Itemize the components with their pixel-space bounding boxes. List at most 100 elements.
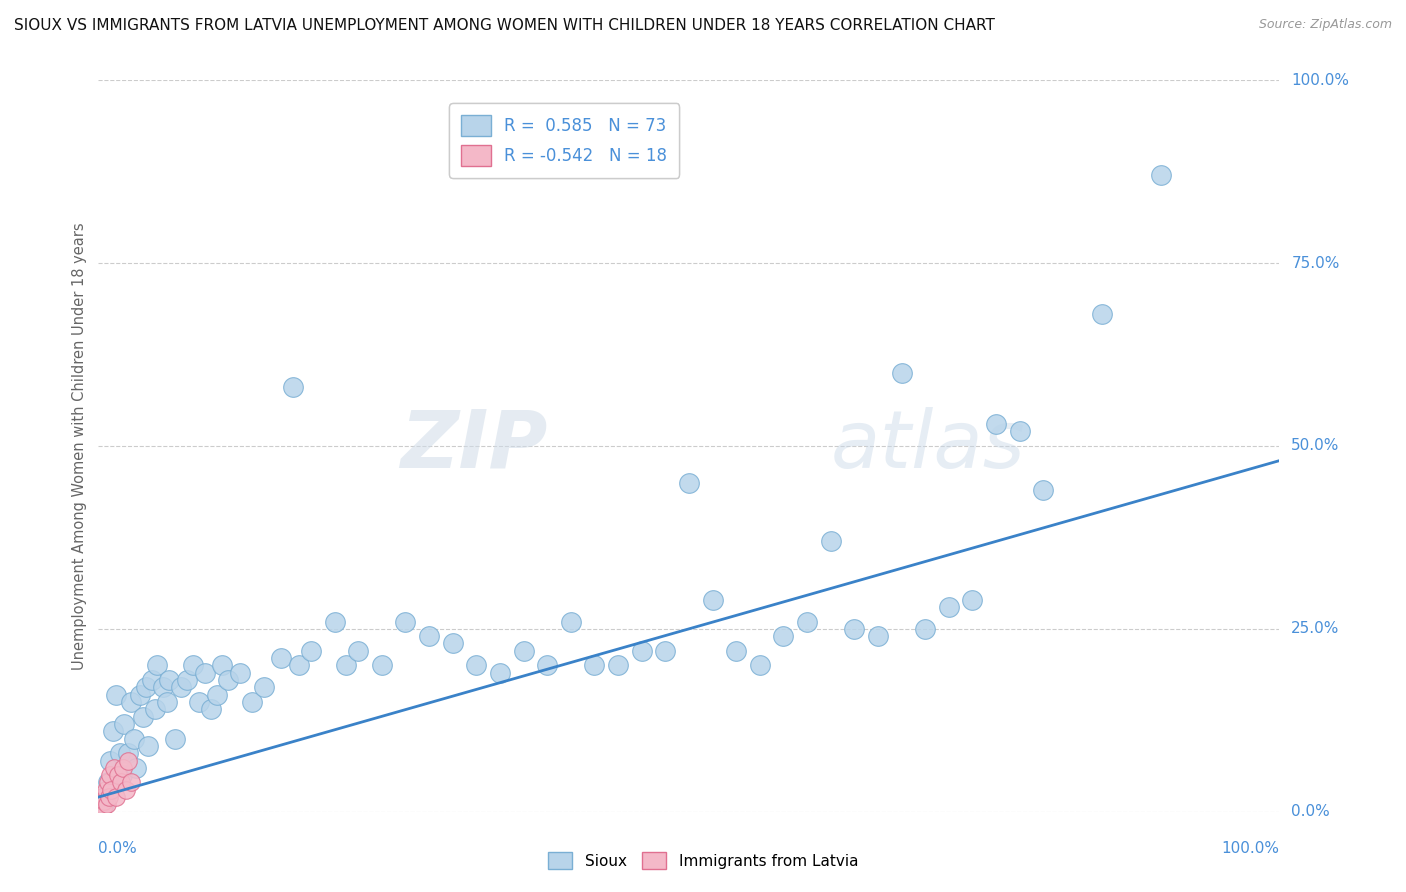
Text: 0.0%: 0.0% [98,841,138,856]
Point [97,775,120,789]
Text: ZIP: ZIP [399,407,547,485]
Text: 100.0%: 100.0% [1291,73,1350,87]
Point [253,681,276,695]
Point [112,717,135,731]
Point [1091,307,1114,321]
Legend: R =  0.585   N = 73, R = -0.542   N = 18: R = 0.585 N = 73, R = -0.542 N = 18 [450,103,679,178]
Point [560,615,582,629]
Point [101,724,124,739]
Point [820,534,842,549]
Point [299,644,322,658]
Point [96,797,118,812]
Point [94,782,117,797]
Point [90,797,112,812]
Text: 100.0%: 100.0% [1222,841,1279,856]
Point [112,761,135,775]
Point [194,665,217,680]
Point [110,775,132,789]
Point [938,599,960,614]
Text: atlas: atlas [831,407,1025,485]
Text: 50.0%: 50.0% [1291,439,1340,453]
Point [270,651,292,665]
Point [91,801,114,815]
Point [748,658,770,673]
Point [844,622,866,636]
Text: 25.0%: 25.0% [1291,622,1340,636]
Point [156,695,179,709]
Point [111,768,134,782]
Point [323,615,346,629]
Text: 0.0%: 0.0% [1291,805,1330,819]
Text: 75.0%: 75.0% [1291,256,1340,270]
Point [1032,483,1054,497]
Point [165,731,187,746]
Point [962,592,984,607]
Point [146,658,169,673]
Point [91,790,114,805]
Text: Source: ZipAtlas.com: Source: ZipAtlas.com [1258,18,1392,31]
Text: SIOUX VS IMMIGRANTS FROM LATVIA UNEMPLOYMENT AMONG WOMEN WITH CHILDREN UNDER 18 : SIOUX VS IMMIGRANTS FROM LATVIA UNEMPLOY… [14,18,995,33]
Point [512,644,534,658]
Point [984,417,1007,431]
Point [1008,425,1031,439]
Point [105,688,128,702]
Point [143,702,166,716]
Point [157,673,180,687]
Point [121,695,143,709]
Point [890,366,912,380]
Point [583,658,606,673]
Point [103,761,125,775]
Point [654,644,676,658]
Point [335,658,357,673]
Point [141,673,163,687]
Point [122,731,145,746]
Point [607,658,630,673]
Point [394,615,416,629]
Point [125,761,148,775]
Point [283,380,305,394]
Point [98,768,121,782]
Point [117,746,139,760]
Point [98,754,121,768]
Point [725,644,748,658]
Point [132,709,155,723]
Point [288,658,311,673]
Point [211,658,233,673]
Point [678,475,700,490]
Point [107,768,129,782]
Point [152,681,174,695]
Point [181,658,204,673]
Point [98,790,121,805]
Point [418,629,440,643]
Point [772,629,794,643]
Point [105,790,128,805]
Point [114,782,136,797]
Point [135,681,157,695]
Point [136,739,159,753]
Point [536,658,558,673]
Point [465,658,488,673]
Point [489,665,512,680]
Point [97,775,120,789]
Point [200,702,222,716]
Point [347,644,370,658]
Point [217,673,239,687]
Point [914,622,936,636]
Point [170,681,193,695]
Y-axis label: Unemployment Among Women with Children Under 18 years: Unemployment Among Women with Children U… [72,222,87,670]
Point [866,629,889,643]
Point [630,644,652,658]
Point [1150,169,1173,183]
Legend: Sioux, Immigrants from Latvia: Sioux, Immigrants from Latvia [541,846,865,875]
Point [441,636,464,650]
Point [796,615,818,629]
Point [702,592,724,607]
Point [117,754,139,768]
Point [100,782,122,797]
Point [108,746,131,760]
Point [128,688,150,702]
Point [121,775,143,789]
Point [229,665,252,680]
Point [371,658,394,673]
Point [176,673,198,687]
